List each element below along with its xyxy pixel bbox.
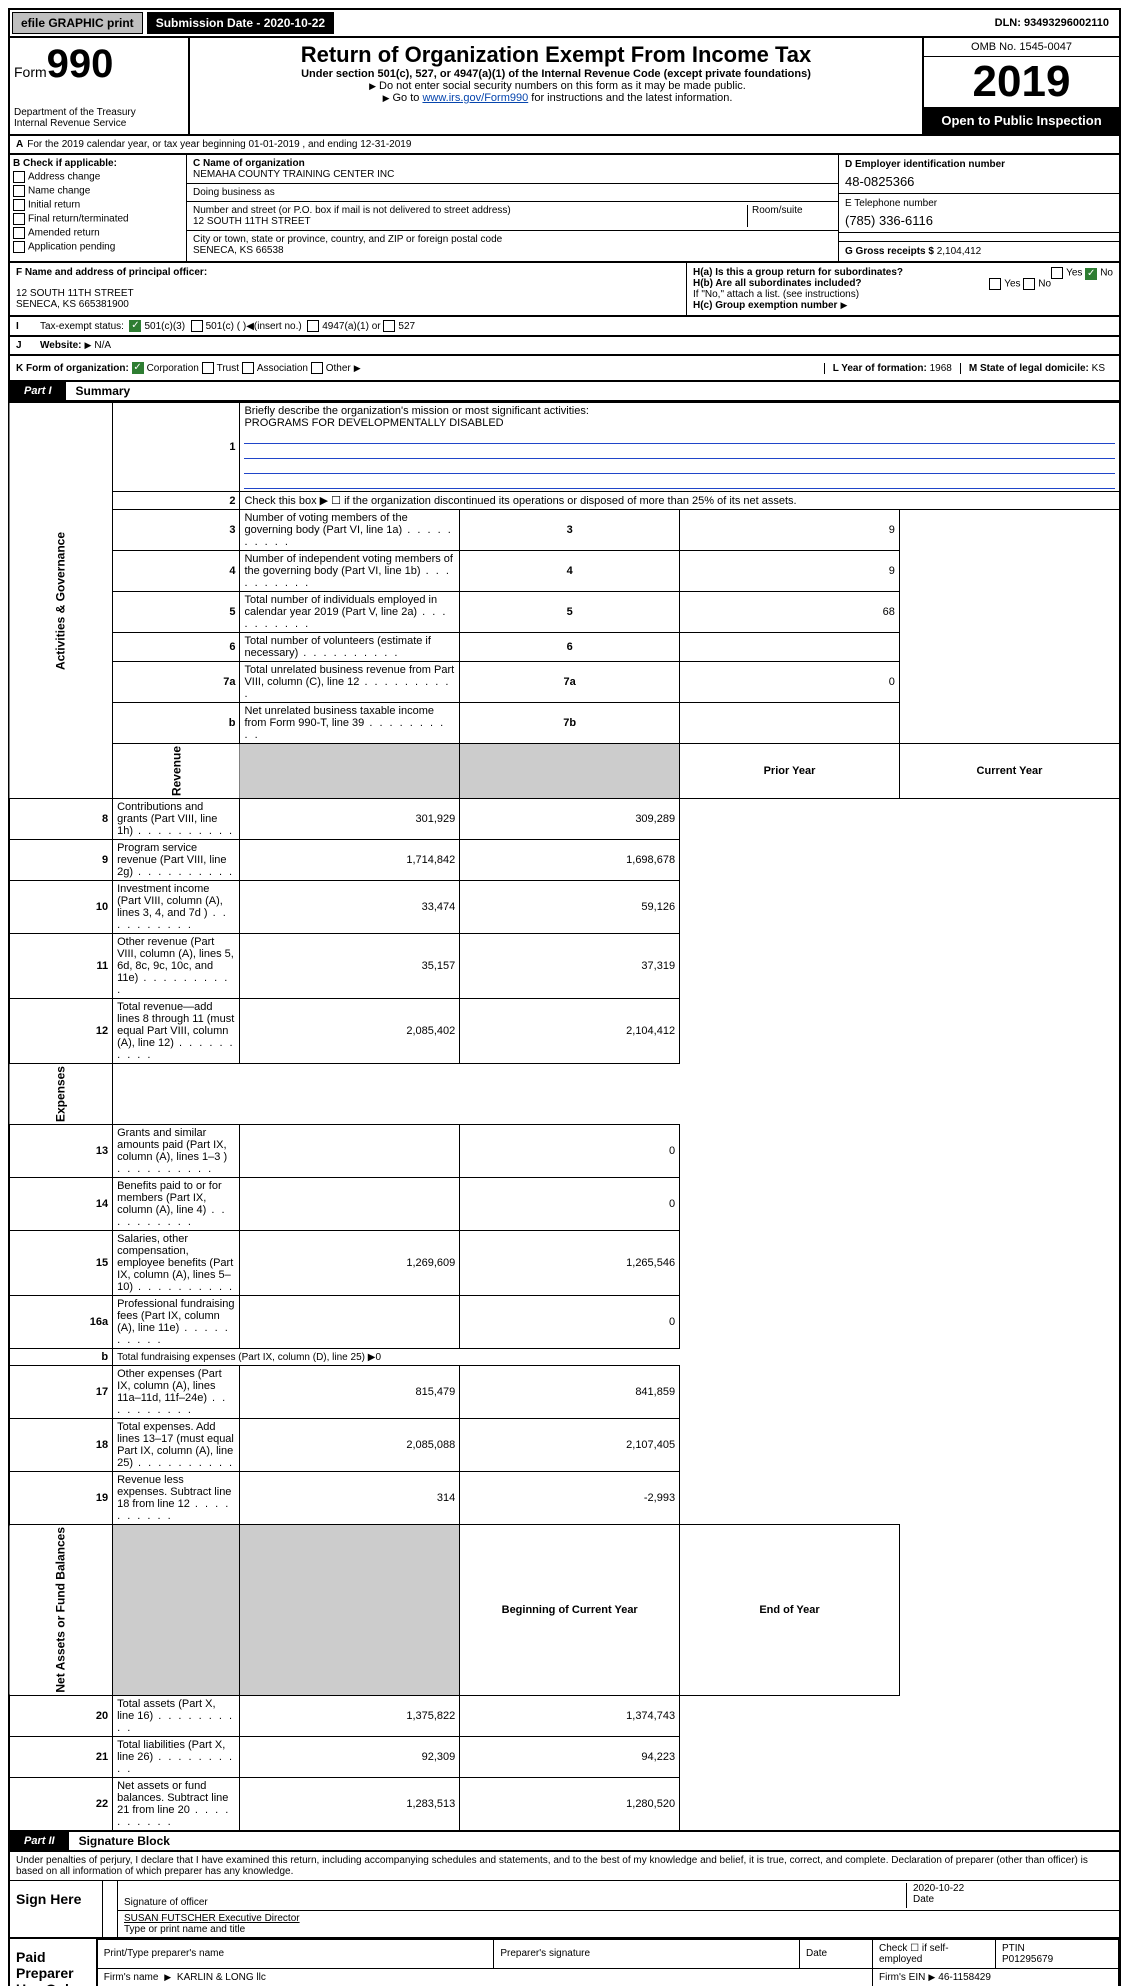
form-number: 990 — [47, 42, 114, 86]
side-netassets: Net Assets or Fund Balances — [9, 1525, 113, 1696]
efile-button[interactable]: efile GRAPHIC print — [12, 12, 143, 34]
dept-label: Department of the Treasury Internal Reve… — [14, 107, 184, 129]
tax-year: 2019 — [924, 57, 1119, 107]
preparer-table: Print/Type preparer's name Preparer's si… — [97, 1939, 1119, 1986]
line-i: I Tax-exempt status: ✓501(c)(3) 501(c) (… — [8, 317, 1121, 337]
gross-receipts: 2,104,412 — [937, 246, 982, 257]
col-b: B Check if applicable: Address change Na… — [10, 155, 187, 261]
header-right: OMB No. 1545-0047 2019 Open to Public In… — [922, 38, 1119, 134]
firm-ein: 46-1158429 — [938, 1972, 991, 1983]
table-row: 15Salaries, other compensation, employee… — [9, 1231, 1120, 1296]
line-a: A For the 2019 calendar year, or tax yea… — [8, 136, 1121, 155]
table-row: 13Grants and similar amounts paid (Part … — [9, 1125, 1120, 1178]
col-d-e-g: D Employer identification number 48-0825… — [838, 155, 1119, 261]
side-governance: Activities & Governance — [9, 403, 113, 799]
subtitle-1: Under section 501(c), 527, or 4947(a)(1)… — [194, 68, 918, 80]
line-klm: K Form of organization: ✓Corporation Tru… — [8, 356, 1121, 382]
section-b-through-g: B Check if applicable: Address change Na… — [8, 155, 1121, 263]
part1-header: Part I Summary — [8, 382, 1121, 402]
ein: 48-0825366 — [845, 170, 1113, 189]
col-f: F Name and address of principal officer:… — [10, 263, 687, 315]
perjury-declaration: Under penalties of perjury, I declare th… — [10, 1852, 1119, 1880]
firm-name: KARLIN & LONG llc — [177, 1972, 266, 1983]
table-row: bTotal fundraising expenses (Part IX, co… — [9, 1349, 1120, 1366]
irs-link[interactable]: www.irs.gov/Form990 — [422, 92, 528, 104]
open-public-label: Open to Public Inspection — [924, 107, 1119, 134]
table-row: 11Other revenue (Part VIII, column (A), … — [9, 934, 1120, 999]
ptin: P01295679 — [1002, 1954, 1053, 1965]
table-row: 14Benefits paid to or for members (Part … — [9, 1178, 1120, 1231]
signature-block: Under penalties of perjury, I declare th… — [8, 1852, 1121, 1986]
form-word: Form — [14, 64, 47, 80]
line-j: J Website: N/A — [8, 337, 1121, 356]
website-val: N/A — [94, 340, 111, 351]
table-row: 16aProfessional fundraising fees (Part I… — [9, 1296, 1120, 1349]
submission-date-button[interactable]: Submission Date - 2020-10-22 — [147, 12, 334, 34]
sign-here-label: Sign Here — [10, 1881, 103, 1937]
city-state-zip: SENECA, KS 66538 — [193, 245, 284, 256]
form-title: Return of Organization Exempt From Incom… — [194, 42, 918, 68]
section-f-h: F Name and address of principal officer:… — [8, 263, 1121, 317]
part1-table: Activities & Governance 1 Briefly descri… — [8, 402, 1121, 1832]
dln-label: DLN: 93493296002110 — [995, 17, 1117, 29]
table-row: 8Contributions and grants (Part VIII, li… — [9, 799, 1120, 840]
table-row: 12Total revenue—add lines 8 through 11 (… — [9, 999, 1120, 1064]
form-header: Form990 Department of the Treasury Inter… — [8, 38, 1121, 136]
table-row: 22Net assets or fund balances. Subtract … — [9, 1777, 1120, 1831]
part2-header: Part II Signature Block — [8, 1832, 1121, 1852]
header-left: Form990 Department of the Treasury Inter… — [10, 38, 190, 134]
header-mid: Return of Organization Exempt From Incom… — [190, 38, 922, 134]
street-address: 12 SOUTH 11TH STREET — [193, 216, 311, 227]
col-c: C Name of organization NEMAHA COUNTY TRA… — [187, 155, 838, 261]
omb-label: OMB No. 1545-0047 — [924, 38, 1119, 57]
table-row: 19Revenue less expenses. Subtract line 1… — [9, 1472, 1120, 1525]
phone: (785) 336-6116 — [845, 209, 1113, 228]
mission: PROGRAMS FOR DEVELOPMENTALLY DISABLED — [244, 417, 503, 429]
table-row: 20Total assets (Part X, line 16)1,375,82… — [9, 1695, 1120, 1736]
side-expenses: Expenses — [9, 1064, 113, 1125]
subtitle-2: Do not enter social security numbers on … — [194, 80, 918, 92]
paid-preparer-label: Paid Preparer Use Only — [10, 1939, 97, 1986]
table-row: 17Other expenses (Part IX, column (A), l… — [9, 1366, 1120, 1419]
check-icon: ✓ — [129, 320, 141, 332]
org-name: NEMAHA COUNTY TRAINING CENTER INC — [193, 169, 394, 180]
top-bar: efile GRAPHIC print Submission Date - 20… — [8, 8, 1121, 38]
col-h: H(a) Is this a group return for subordin… — [687, 263, 1119, 315]
table-row: 10Investment income (Part VIII, column (… — [9, 881, 1120, 934]
side-revenue: Revenue — [113, 744, 240, 799]
table-row: 21Total liabilities (Part X, line 26)92,… — [9, 1736, 1120, 1777]
subtitle-3: Go to www.irs.gov/Form990 for instructio… — [194, 92, 918, 104]
table-row: 18Total expenses. Add lines 13–17 (must … — [9, 1419, 1120, 1472]
table-row: 9Program service revenue (Part VIII, lin… — [9, 840, 1120, 881]
